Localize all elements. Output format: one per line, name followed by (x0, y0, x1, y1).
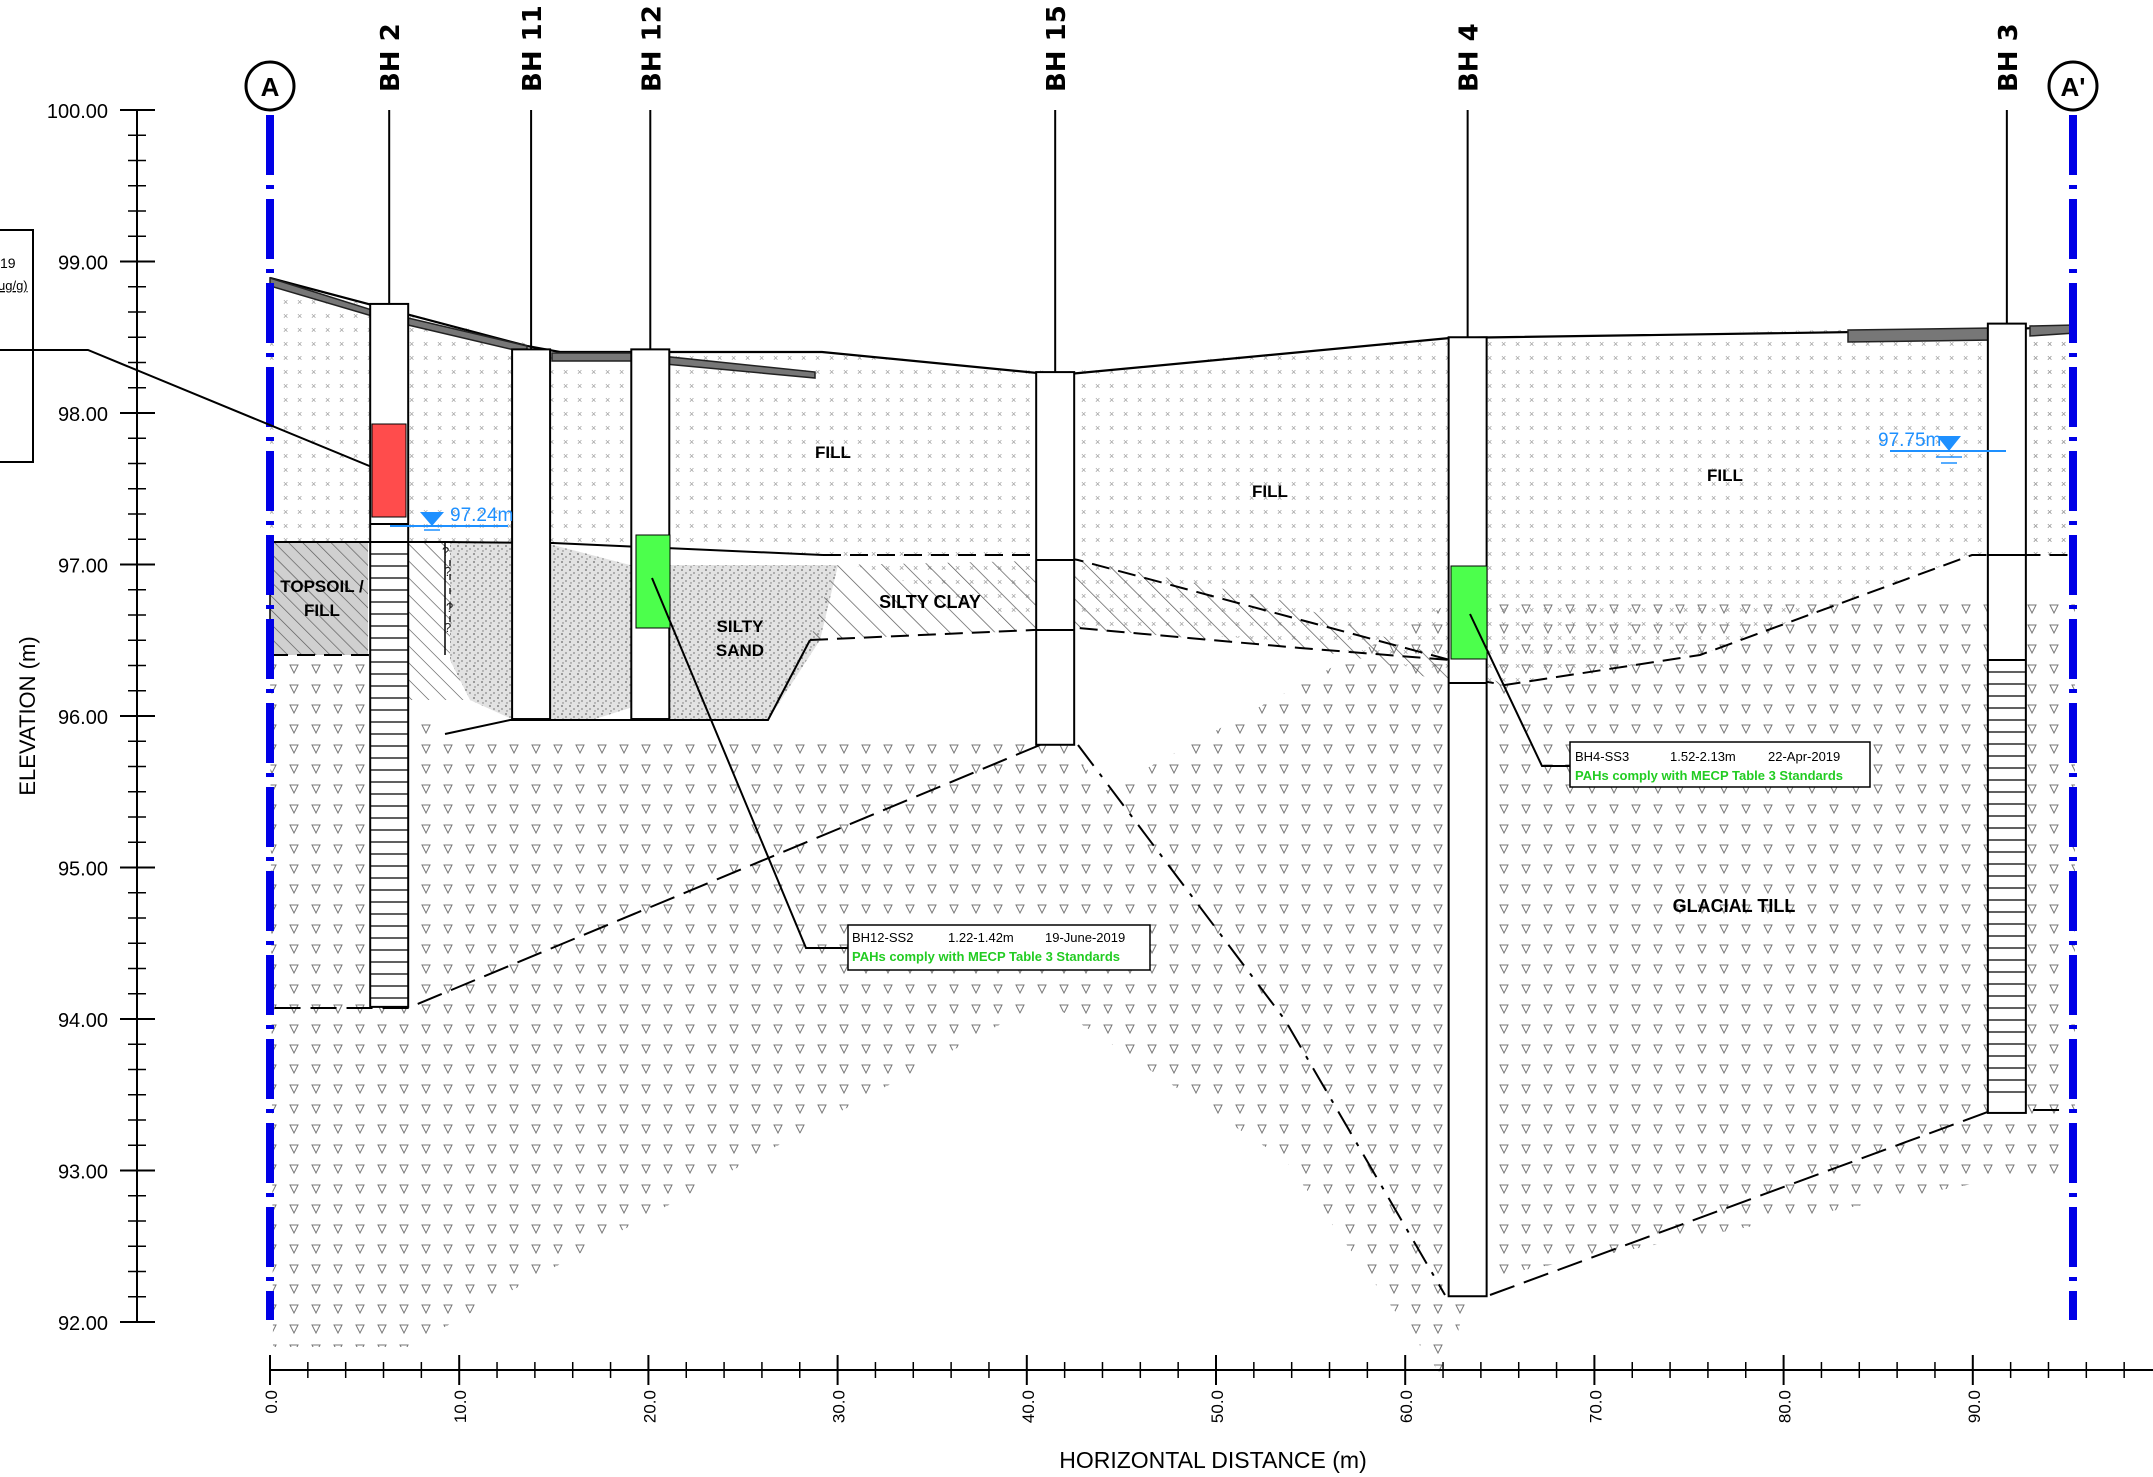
borehole-bh12: BH 12 (630, 5, 671, 721)
borehole-column (630, 348, 671, 721)
y-tick-label: 97.00 (58, 556, 108, 578)
well-screen (1987, 659, 2026, 1093)
silty-clay-layer (810, 560, 1505, 690)
elevation-axis-label: ELEVATION (m) (15, 636, 40, 795)
x-tick-label: 0.0 (262, 1390, 281, 1414)
x-tick-label: 70.0 (1586, 1390, 1605, 1423)
elevation-axis: 100.00 99.00 98.00 97.00 96.00 95.00 94.00 93.0… (47, 101, 155, 1335)
horizontal-distance-axis-label: HORIZONTAL DISTANCE (m) (1059, 1447, 1367, 1473)
x-tick-label: 20.0 (640, 1390, 659, 1423)
fill-label-2: FILL (1252, 482, 1288, 501)
glacial-till-layer (270, 603, 2075, 1380)
x-tick-label: 60.0 (1397, 1390, 1416, 1423)
callout-bh4-name: BH4-SS3 (1575, 749, 1629, 764)
x-tick-label: 80.0 (1776, 1390, 1795, 1423)
truncated-legend-box: 19 ug/g) (0, 229, 397, 478)
well-screen (370, 541, 409, 999)
borehole-bh3: BH 3 (1986, 23, 2027, 1114)
callout-bh4-depth: 1.52-2.13m (1670, 749, 1736, 764)
water-level-bh2-label: 97.24m (450, 505, 513, 526)
callout-bh12-ss2: BH12-SS2 1.22-1.42m 19-June-2019 PAHs co… (651, 577, 1151, 971)
x-tick-label: 50.0 (1208, 1390, 1227, 1423)
callout-bh12-depth: 1.22-1.42m (948, 930, 1014, 945)
borehole-bh15: BH 15 (1035, 5, 1076, 746)
callout-bh12-name: BH12-SS2 (852, 930, 913, 945)
borehole-column (1986, 322, 2027, 1114)
layer-labels: FILL FILL FILL TOPSOIL / FILL SILTY SAND… (280, 443, 1795, 916)
x-tick-label: 30.0 (830, 1390, 849, 1423)
svg-text:?: ? (442, 544, 449, 559)
water-level-bh2: 97.24m (390, 505, 513, 531)
borehole-dividers (370, 523, 2026, 684)
callout-bh12-date: 19-June-2019 (1045, 930, 1125, 945)
topsoil-fill-label-2: FILL (304, 601, 340, 620)
bh2-sample-exceeds (371, 423, 407, 518)
borehole-column (1447, 336, 1488, 1298)
x-tick-label: 40.0 (1019, 1390, 1038, 1423)
silty-sand-label: SILTY (717, 617, 765, 636)
section-marker-a-prime-label: A' (2061, 72, 2086, 102)
y-tick-label: 95.00 (58, 859, 108, 881)
borehole-column (1035, 371, 1076, 746)
water-level-bh3-label: 97.75m (1878, 430, 1941, 451)
x-tick-label: 10.0 (451, 1390, 470, 1423)
y-tick-label: 96.00 (58, 707, 108, 729)
truncated-legend-line2: ug/g) (0, 278, 28, 293)
fill-label-1: FILL (815, 443, 851, 462)
borehole-label: BH 4 (1455, 23, 1485, 92)
fill-label-3: FILL (1707, 466, 1743, 485)
water-level-bh3: 97.75m (1878, 430, 2006, 464)
section-marker-a-prime: A' (2047, 60, 2099, 112)
callout-bh4-ss3: BH4-SS3 1.52-2.13m 22-Apr-2019 PAHs comp… (1469, 613, 1871, 788)
x-tick-label: 90.0 (1965, 1390, 1984, 1423)
callout-bh4-date: 22-Apr-2019 (1768, 749, 1840, 764)
svg-text:?: ? (446, 600, 453, 615)
borehole-label: BH 3 (1994, 23, 2024, 92)
rock-strip (408, 542, 470, 700)
topsoil-fill-label: TOPSOIL / (280, 577, 364, 596)
svg-text:?: ? (444, 620, 451, 635)
borehole-label: BH 12 (637, 5, 667, 92)
borehole-column (511, 348, 552, 721)
section-marker-a-label: A (261, 72, 280, 102)
section-marker-a: A (244, 60, 296, 112)
rock-markers: ? ? ? ? (442, 544, 453, 635)
asphalt-surface (269, 276, 2076, 379)
y-tick-label: 92.00 (58, 1313, 108, 1335)
boreholes: BH 2 BH 11 BH 12 BH 15 BH 4 BH 3 (369, 5, 2027, 1298)
callout-bh4-result: PAHs comply with MECP Table 3 Standards (1575, 768, 1843, 783)
borehole-bh11: BH 11 (511, 5, 552, 721)
glacial-till-label: GLACIAL TILL (1673, 896, 1796, 916)
callout-bh12-result: PAHs comply with MECP Table 3 Standards (852, 949, 1120, 964)
y-tick-label: 98.00 (58, 404, 108, 426)
silty-sand-label-2: SAND (716, 641, 764, 660)
silty-clay-label: SILTY CLAY (879, 592, 981, 612)
borehole-label: BH 11 (518, 5, 548, 92)
horizontal-distance-axis: 0.0 10.0 20.0 30.0 40.0 50.0 60.0 70.0 80.0 90.0 (262, 1355, 2153, 1423)
truncated-legend-line1: 19 (0, 255, 16, 271)
borehole-label: BH 2 (376, 23, 406, 92)
borehole-bh4: BH 4 (1447, 23, 1488, 1298)
y-tick-label: 99.00 (58, 253, 108, 275)
y-tick-label: 100.00 (47, 101, 108, 123)
topsoil-fill-layer (270, 542, 368, 655)
borehole-label: BH 15 (1042, 5, 1072, 92)
fill-layer (270, 278, 2075, 685)
bh4-sample-complies (1450, 565, 1488, 660)
y-tick-label: 94.00 (58, 1010, 108, 1032)
y-tick-label: 93.00 (58, 1162, 108, 1184)
svg-text:?: ? (444, 564, 451, 579)
